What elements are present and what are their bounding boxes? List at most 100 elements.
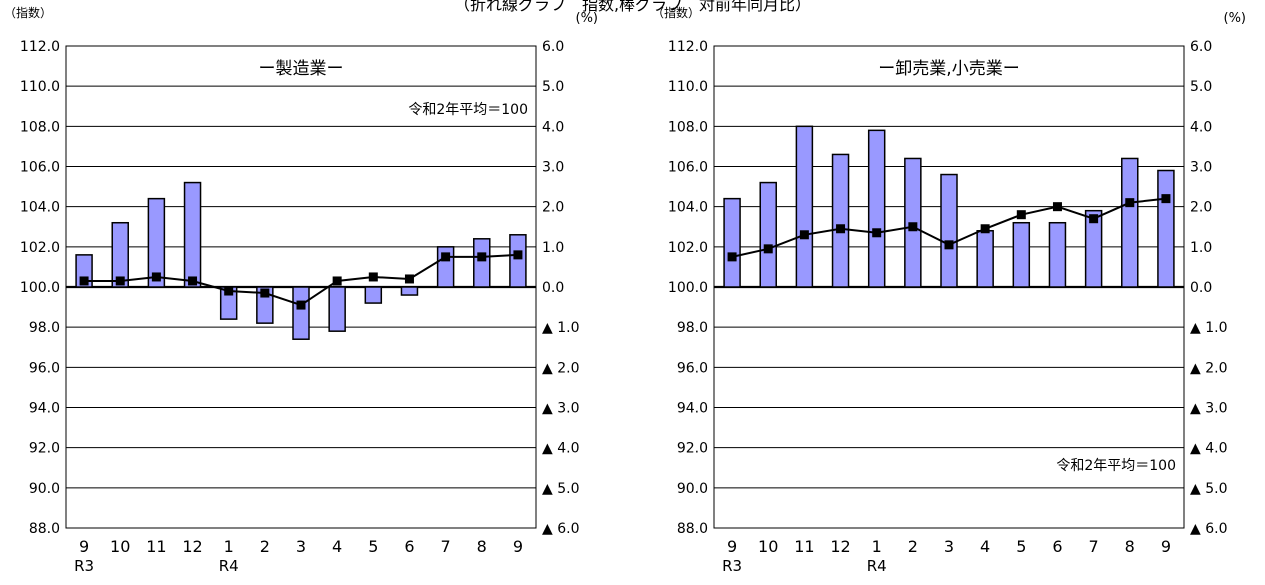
right-tick-label: ▲ 1.0 (542, 320, 579, 336)
month-tick-label: 8 (477, 537, 487, 556)
bar-yoy-change (940, 173, 958, 288)
left-tick-label: 90.0 (677, 481, 708, 497)
right-tick-label: ▲ 5.0 (542, 481, 579, 497)
left-tick-label: 106.0 (668, 160, 708, 176)
month-tick-label: 9 (79, 537, 89, 556)
left-axis-unit: （指数） (652, 5, 700, 20)
index-marker (944, 240, 954, 250)
index-marker (260, 288, 270, 298)
index-marker (368, 272, 378, 282)
right-tick-label: 3.0 (542, 160, 564, 176)
month-tick-label: 2 (260, 537, 270, 556)
bar-yoy-change (759, 181, 777, 288)
left-tick-label: 104.0 (668, 200, 708, 216)
index-marker (224, 286, 234, 296)
index-marker (1016, 210, 1026, 220)
chart-panel-1 (65, 45, 537, 529)
left-tick-label: 102.0 (20, 240, 60, 256)
month-tick-label: 6 (404, 537, 414, 556)
left-tick-label: 98.0 (29, 320, 60, 336)
left-tick-label: 108.0 (20, 119, 60, 135)
right-tick-label: ▲ 4.0 (1190, 441, 1227, 457)
index-marker (151, 272, 161, 282)
right-tick-label: ▲ 6.0 (1190, 521, 1227, 537)
left-tick-label: 100.0 (668, 280, 708, 296)
index-marker (872, 228, 882, 238)
index-marker (79, 276, 89, 286)
bar-yoy-change (723, 197, 741, 288)
bar-yoy-change (1048, 221, 1067, 288)
bar-yoy-change (1157, 169, 1175, 288)
bar-yoy-change (183, 181, 202, 288)
bar-yoy-change (1084, 209, 1103, 288)
month-tick-label: 7 (441, 537, 451, 556)
index-marker (799, 230, 809, 240)
right-tick-label: ▲ 2.0 (1190, 360, 1227, 376)
index-marker (115, 276, 125, 286)
left-tick-label: 98.0 (677, 320, 708, 336)
bar-yoy-change (1121, 157, 1139, 288)
bar-yoy-change (473, 238, 491, 288)
bar-yoy-change (1012, 221, 1031, 288)
right-tick-label: 4.0 (1190, 119, 1212, 135)
right-tick-label: ▲ 6.0 (542, 521, 579, 537)
index-marker (1052, 202, 1062, 212)
month-tick-label: 2 (908, 537, 918, 556)
year-label: R3 (722, 557, 742, 575)
index-marker (727, 252, 737, 262)
figure-caption: （折れ線グラフ 指数,棒グラフ 対前年同月比） (453, 0, 812, 14)
year-label: R3 (74, 557, 94, 575)
chart-panel-2 (713, 45, 1185, 529)
month-tick-label: 6 (1052, 537, 1062, 556)
bar-yoy-change (364, 286, 383, 304)
left-tick-label: 110.0 (668, 79, 708, 95)
year-label: R4 (867, 557, 887, 575)
index-marker (332, 276, 342, 286)
right-tick-label: 0.0 (542, 280, 564, 296)
right-tick-label: 2.0 (1190, 200, 1212, 216)
left-tick-label: 88.0 (29, 521, 60, 537)
month-tick-label: 7 (1089, 537, 1099, 556)
index-marker (404, 274, 414, 284)
index-marker (1161, 194, 1171, 204)
index-marker (296, 300, 306, 310)
month-tick-label: 9 (727, 537, 737, 556)
index-marker (477, 252, 487, 262)
index-marker (513, 250, 523, 260)
year-label: R4 (219, 557, 239, 575)
left-tick-label: 94.0 (29, 401, 60, 417)
note-background (1032, 452, 1180, 476)
left-tick-label: 94.0 (677, 401, 708, 417)
month-tick-label: 5 (1016, 537, 1026, 556)
left-axis-unit: （指数） (4, 5, 52, 20)
title-background (253, 52, 349, 82)
left-tick-label: 90.0 (29, 481, 60, 497)
bar-yoy-change (831, 153, 850, 288)
chart-note: 令和2年平均＝100 (408, 102, 528, 118)
month-tick-label: 10 (758, 537, 778, 556)
chart-note: 令和2年平均＝100 (1056, 458, 1176, 474)
chart-title: ー製造業ー (259, 59, 344, 79)
index-marker (188, 276, 198, 286)
left-tick-label: 104.0 (20, 200, 60, 216)
index-marker (1089, 214, 1099, 224)
month-tick-label: 12 (182, 537, 202, 556)
month-tick-label: 11 (794, 537, 814, 556)
right-tick-label: ▲ 3.0 (1190, 401, 1227, 417)
right-tick-label: 3.0 (1190, 160, 1212, 176)
bar-yoy-change (147, 197, 166, 288)
right-tick-label: ▲ 2.0 (542, 360, 579, 376)
bar-yoy-change (400, 286, 419, 296)
right-tick-label: 1.0 (542, 240, 564, 256)
right-tick-label: 0.0 (1190, 280, 1212, 296)
left-tick-label: 108.0 (668, 119, 708, 135)
left-tick-label: 110.0 (20, 79, 60, 95)
month-tick-label: 11 (146, 537, 166, 556)
month-tick-label: 10 (110, 537, 130, 556)
index-marker (980, 224, 990, 234)
month-tick-label: 8 (1125, 537, 1135, 556)
right-tick-label: 1.0 (1190, 240, 1212, 256)
left-tick-label: 112.0 (20, 39, 60, 55)
